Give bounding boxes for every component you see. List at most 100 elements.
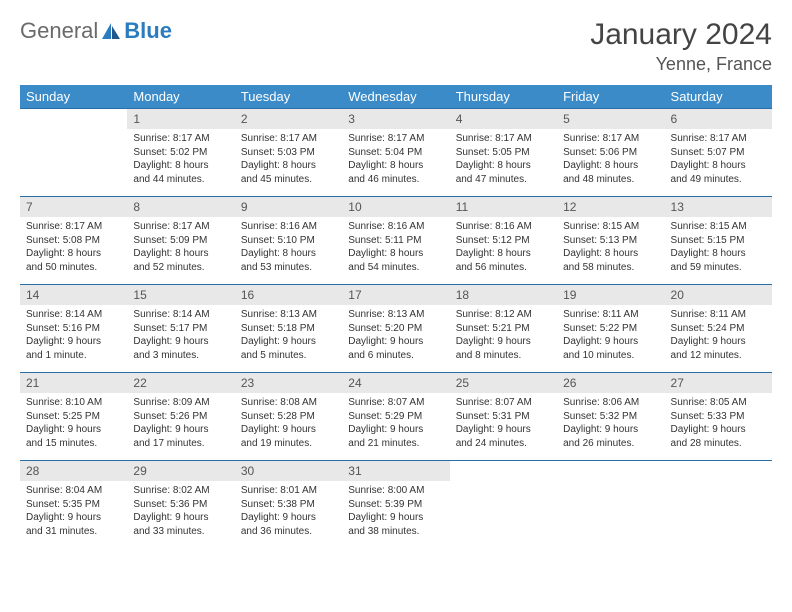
day-content: Sunrise: 8:12 AMSunset: 5:21 PMDaylight:… [450,305,557,366]
daylight-text: and 36 minutes. [241,525,336,539]
daylight-text: Daylight: 9 hours [671,423,766,437]
day-content: Sunrise: 8:05 AMSunset: 5:33 PMDaylight:… [665,393,772,454]
day-content: Sunrise: 8:17 AMSunset: 5:04 PMDaylight:… [342,129,449,190]
sunset-text: Sunset: 5:13 PM [563,234,658,248]
calendar-day-cell: 1Sunrise: 8:17 AMSunset: 5:02 PMDaylight… [127,109,234,197]
sunrise-text: Sunrise: 8:04 AM [26,484,121,498]
sunrise-text: Sunrise: 8:17 AM [456,132,551,146]
daylight-text: Daylight: 9 hours [133,335,228,349]
sunset-text: Sunset: 5:18 PM [241,322,336,336]
daylight-text: Daylight: 9 hours [671,335,766,349]
title-block: January 2024 Yenne, France [590,18,772,75]
month-title: January 2024 [590,18,772,52]
sunrise-text: Sunrise: 8:09 AM [133,396,228,410]
daylight-text: Daylight: 9 hours [456,335,551,349]
calendar-day-cell: 20Sunrise: 8:11 AMSunset: 5:24 PMDayligh… [665,285,772,373]
logo-text-general: General [20,18,98,44]
day-content: Sunrise: 8:16 AMSunset: 5:11 PMDaylight:… [342,217,449,278]
day-content: Sunrise: 8:06 AMSunset: 5:32 PMDaylight:… [557,393,664,454]
calendar-week-row: 21Sunrise: 8:10 AMSunset: 5:25 PMDayligh… [20,373,772,461]
sunset-text: Sunset: 5:06 PM [563,146,658,160]
sunset-text: Sunset: 5:05 PM [456,146,551,160]
sunset-text: Sunset: 5:29 PM [348,410,443,424]
calendar-week-row: 7Sunrise: 8:17 AMSunset: 5:08 PMDaylight… [20,197,772,285]
day-number: 13 [665,197,772,217]
daylight-text: and 47 minutes. [456,173,551,187]
calendar-table: Sunday Monday Tuesday Wednesday Thursday… [20,85,772,549]
calendar-day-cell: 30Sunrise: 8:01 AMSunset: 5:38 PMDayligh… [235,461,342,549]
daylight-text: and 5 minutes. [241,349,336,363]
day-content: Sunrise: 8:07 AMSunset: 5:29 PMDaylight:… [342,393,449,454]
day-number: 12 [557,197,664,217]
weekday-header: Wednesday [342,85,449,109]
day-number: 15 [127,285,234,305]
calendar-day-cell: 4Sunrise: 8:17 AMSunset: 5:05 PMDaylight… [450,109,557,197]
weekday-header: Sunday [20,85,127,109]
day-content: Sunrise: 8:09 AMSunset: 5:26 PMDaylight:… [127,393,234,454]
daylight-text: Daylight: 9 hours [241,423,336,437]
daylight-text: and 53 minutes. [241,261,336,275]
day-content: Sunrise: 8:13 AMSunset: 5:18 PMDaylight:… [235,305,342,366]
daylight-text: and 3 minutes. [133,349,228,363]
sunrise-text: Sunrise: 8:17 AM [133,132,228,146]
day-number: 14 [20,285,127,305]
sunset-text: Sunset: 5:33 PM [671,410,766,424]
day-number: 30 [235,461,342,481]
sunrise-text: Sunrise: 8:05 AM [671,396,766,410]
sunset-text: Sunset: 5:38 PM [241,498,336,512]
daylight-text: and 26 minutes. [563,437,658,451]
calendar-day-cell: 31Sunrise: 8:00 AMSunset: 5:39 PMDayligh… [342,461,449,549]
location: Yenne, France [590,54,772,75]
daylight-text: and 58 minutes. [563,261,658,275]
sunset-text: Sunset: 5:25 PM [26,410,121,424]
calendar-day-cell: 9Sunrise: 8:16 AMSunset: 5:10 PMDaylight… [235,197,342,285]
daylight-text: Daylight: 8 hours [348,247,443,261]
sunset-text: Sunset: 5:12 PM [456,234,551,248]
daylight-text: Daylight: 9 hours [133,511,228,525]
sunset-text: Sunset: 5:35 PM [26,498,121,512]
sunrise-text: Sunrise: 8:07 AM [348,396,443,410]
daylight-text: Daylight: 9 hours [26,335,121,349]
daylight-text: Daylight: 8 hours [671,159,766,173]
calendar-day-cell: 29Sunrise: 8:02 AMSunset: 5:36 PMDayligh… [127,461,234,549]
weekday-header: Thursday [450,85,557,109]
sunset-text: Sunset: 5:04 PM [348,146,443,160]
sunset-text: Sunset: 5:31 PM [456,410,551,424]
logo: General Blue [20,18,172,44]
sunrise-text: Sunrise: 8:10 AM [26,396,121,410]
calendar-day-cell [557,461,664,549]
sunrise-text: Sunrise: 8:06 AM [563,396,658,410]
day-content: Sunrise: 8:17 AMSunset: 5:08 PMDaylight:… [20,217,127,278]
daylight-text: and 49 minutes. [671,173,766,187]
calendar-day-cell: 18Sunrise: 8:12 AMSunset: 5:21 PMDayligh… [450,285,557,373]
sunset-text: Sunset: 5:03 PM [241,146,336,160]
day-content: Sunrise: 8:15 AMSunset: 5:15 PMDaylight:… [665,217,772,278]
day-content: Sunrise: 8:00 AMSunset: 5:39 PMDaylight:… [342,481,449,542]
calendar-day-cell: 23Sunrise: 8:08 AMSunset: 5:28 PMDayligh… [235,373,342,461]
day-number: 4 [450,109,557,129]
day-number: 27 [665,373,772,393]
sunrise-text: Sunrise: 8:02 AM [133,484,228,498]
daylight-text: Daylight: 8 hours [133,247,228,261]
daylight-text: Daylight: 8 hours [563,247,658,261]
sunrise-text: Sunrise: 8:16 AM [348,220,443,234]
daylight-text: Daylight: 9 hours [241,511,336,525]
day-number: 28 [20,461,127,481]
day-number: 29 [127,461,234,481]
sunrise-text: Sunrise: 8:07 AM [456,396,551,410]
sunset-text: Sunset: 5:07 PM [671,146,766,160]
calendar-day-cell [450,461,557,549]
daylight-text: Daylight: 9 hours [26,511,121,525]
calendar-day-cell: 3Sunrise: 8:17 AMSunset: 5:04 PMDaylight… [342,109,449,197]
sunrise-text: Sunrise: 8:17 AM [133,220,228,234]
daylight-text: and 45 minutes. [241,173,336,187]
calendar-day-cell: 6Sunrise: 8:17 AMSunset: 5:07 PMDaylight… [665,109,772,197]
daylight-text: Daylight: 9 hours [348,511,443,525]
daylight-text: Daylight: 9 hours [563,423,658,437]
day-content: Sunrise: 8:17 AMSunset: 5:03 PMDaylight:… [235,129,342,190]
calendar-week-row: 14Sunrise: 8:14 AMSunset: 5:16 PMDayligh… [20,285,772,373]
calendar-day-cell: 16Sunrise: 8:13 AMSunset: 5:18 PMDayligh… [235,285,342,373]
daylight-text: Daylight: 8 hours [671,247,766,261]
calendar-week-row: 28Sunrise: 8:04 AMSunset: 5:35 PMDayligh… [20,461,772,549]
weekday-header: Saturday [665,85,772,109]
